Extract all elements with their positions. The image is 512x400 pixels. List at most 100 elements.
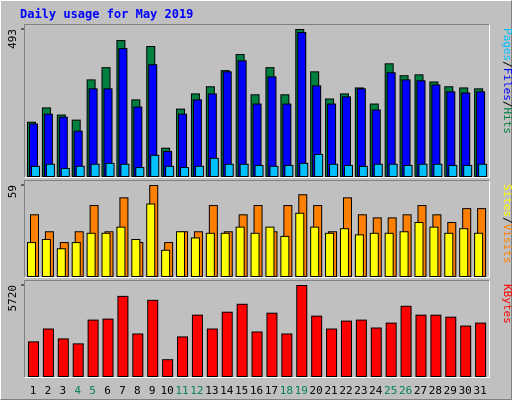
bar	[388, 163, 398, 177]
bar	[58, 116, 68, 177]
bar	[414, 222, 424, 278]
bar	[191, 314, 203, 377]
bar	[463, 164, 473, 177]
bar	[75, 165, 85, 178]
bar	[373, 163, 383, 177]
x-tick-label: 29	[444, 384, 457, 397]
legend-entry: Hits	[501, 108, 512, 135]
bar	[429, 226, 439, 278]
bar	[355, 319, 367, 378]
bar	[311, 315, 323, 378]
y-tick-label: 493	[6, 29, 19, 49]
bar	[310, 226, 320, 278]
bar	[194, 165, 204, 178]
panel-dark	[24, 280, 490, 378]
bar	[416, 80, 426, 177]
x-tick-label: 1	[30, 384, 37, 397]
bar	[314, 153, 324, 177]
bar	[235, 226, 245, 278]
bar	[295, 212, 305, 277]
x-tick-label: 7	[119, 384, 126, 397]
bar	[57, 338, 69, 378]
bar	[42, 328, 54, 377]
panel-light	[24, 24, 490, 178]
bar	[237, 60, 247, 177]
bar	[28, 341, 39, 377]
bar	[105, 162, 115, 178]
bar	[446, 91, 456, 177]
bar	[190, 237, 200, 277]
bar	[384, 232, 394, 277]
legend-entry: Pages	[501, 28, 512, 61]
x-tick-label: 24	[369, 384, 383, 397]
bar	[401, 79, 411, 177]
bar	[56, 248, 66, 278]
x-tick-label: 27	[414, 384, 427, 397]
x-tick-label: 26	[399, 384, 412, 397]
bar	[41, 238, 51, 277]
bar	[180, 167, 190, 177]
bar	[161, 249, 171, 278]
legend: Pages/Files/Hits	[501, 28, 512, 134]
bar	[297, 31, 307, 177]
bar	[192, 99, 202, 177]
bar	[120, 163, 130, 177]
legend-separator: /	[501, 217, 512, 224]
legend-entry: Visits	[501, 224, 512, 264]
bar	[340, 320, 352, 378]
bar	[280, 235, 290, 277]
panel-dark	[24, 180, 490, 278]
bar	[354, 234, 364, 277]
bar	[430, 314, 442, 377]
x-tick-label: 8	[134, 384, 141, 397]
bar	[267, 76, 277, 177]
bar	[385, 322, 397, 377]
bar	[433, 163, 443, 177]
legend: Sites/Visits	[501, 184, 512, 264]
bar	[269, 165, 279, 178]
x-tick-label: 25	[384, 384, 397, 397]
bar	[177, 336, 189, 377]
bar	[86, 232, 96, 277]
bar	[475, 322, 487, 377]
bar	[45, 163, 55, 177]
x-tick-label: 10	[161, 384, 174, 397]
bar	[72, 343, 84, 378]
bar	[162, 359, 174, 377]
x-tick-label: 13	[205, 384, 218, 397]
bar	[284, 164, 294, 177]
panel-dark	[24, 24, 490, 178]
bar	[325, 232, 335, 277]
bar	[87, 319, 99, 378]
x-tick-label: 3	[59, 384, 66, 397]
x-tick-label: 23	[354, 384, 367, 397]
x-tick-label: 11	[175, 384, 188, 397]
bar	[356, 88, 366, 177]
x-tick-label: 16	[250, 384, 263, 397]
bar	[239, 163, 249, 177]
bar	[133, 106, 143, 177]
bar	[386, 72, 396, 177]
bar	[400, 305, 412, 378]
x-tick-label: 22	[339, 384, 352, 397]
bar	[147, 299, 159, 377]
x-tick-label: 21	[324, 384, 337, 397]
legend-separator: /	[501, 61, 512, 68]
legend: KBytes	[501, 284, 512, 324]
bar	[221, 311, 233, 377]
x-tick-label: 31	[473, 384, 486, 397]
bar	[254, 164, 264, 177]
x-tick-label: 30	[459, 384, 472, 397]
bar	[444, 232, 454, 277]
chart-title: Daily usage for May 2019	[20, 7, 193, 21]
bar	[370, 327, 382, 377]
x-tick-label: 9	[149, 384, 156, 397]
bar	[474, 232, 484, 277]
bar	[101, 232, 111, 277]
bar	[343, 164, 353, 177]
bar	[132, 333, 144, 378]
bar	[415, 314, 427, 377]
bar	[176, 231, 186, 277]
bar	[116, 226, 126, 278]
bar	[118, 48, 128, 177]
